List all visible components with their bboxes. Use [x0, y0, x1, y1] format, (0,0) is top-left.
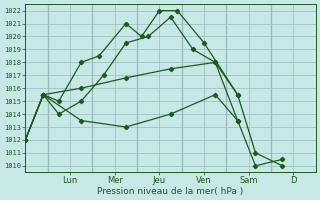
X-axis label: Pression niveau de la mer( hPa ): Pression niveau de la mer( hPa ): [98, 187, 244, 196]
